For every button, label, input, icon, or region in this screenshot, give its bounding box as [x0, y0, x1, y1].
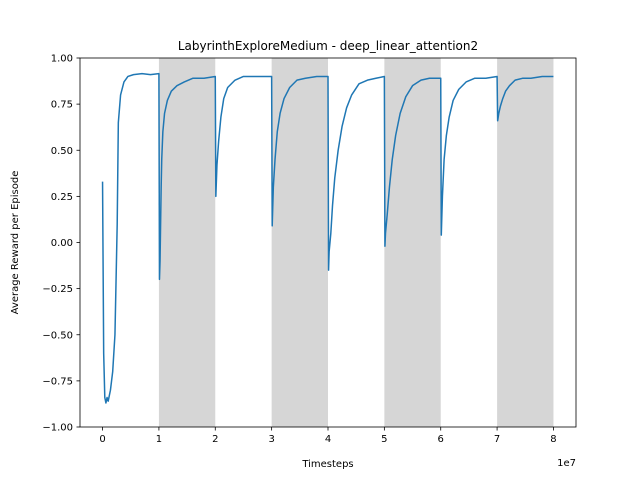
- x-tick-label: 5: [381, 434, 387, 445]
- x-tick-label: 4: [325, 434, 331, 445]
- y-tick-label: −1.00: [42, 423, 73, 434]
- y-tick-label: −0.50: [42, 330, 73, 341]
- y-axis-ticks: −1.00 −0.75 −0.50 −0.25 0.00 0.25 0.50 0.75 1.00: [42, 54, 80, 434]
- y-tick-label: 1.00: [51, 54, 73, 65]
- y-axis-label: Average Reward per Episode: [10, 171, 21, 315]
- x-tick-label: 2: [212, 434, 218, 445]
- x-axis-offset-label: 1e7: [557, 458, 576, 469]
- y-tick-label: −0.25: [42, 284, 73, 295]
- chart-title: LabyrinthExploreMedium - deep_linear_att…: [178, 39, 478, 53]
- y-tick-label: 0.25: [51, 192, 73, 203]
- x-tick-label: 1: [156, 434, 162, 445]
- shaded-regions: [158, 58, 554, 427]
- shaded-region-1: [271, 58, 328, 427]
- x-axis-ticks: 0 1 2 3 4 5 6 7 8: [99, 427, 557, 445]
- x-tick-label: 7: [494, 434, 500, 445]
- x-tick-label: 0: [99, 434, 105, 445]
- x-tick-label: 6: [438, 434, 444, 445]
- x-axis-label: Timesteps: [301, 459, 353, 470]
- shaded-region-0: [158, 58, 216, 427]
- y-tick-label: 0.50: [51, 146, 73, 157]
- series-layer: [101, 72, 554, 404]
- y-tick-label: 0.75: [51, 100, 73, 111]
- shaded-region-3: [497, 58, 554, 427]
- y-tick-label: −0.75: [42, 376, 73, 387]
- series-line-0: [101, 72, 554, 404]
- y-tick-label: 0.00: [51, 238, 73, 249]
- shaded-region-2: [384, 58, 441, 427]
- x-tick-label: 8: [550, 434, 556, 445]
- x-tick-label: 3: [268, 434, 274, 445]
